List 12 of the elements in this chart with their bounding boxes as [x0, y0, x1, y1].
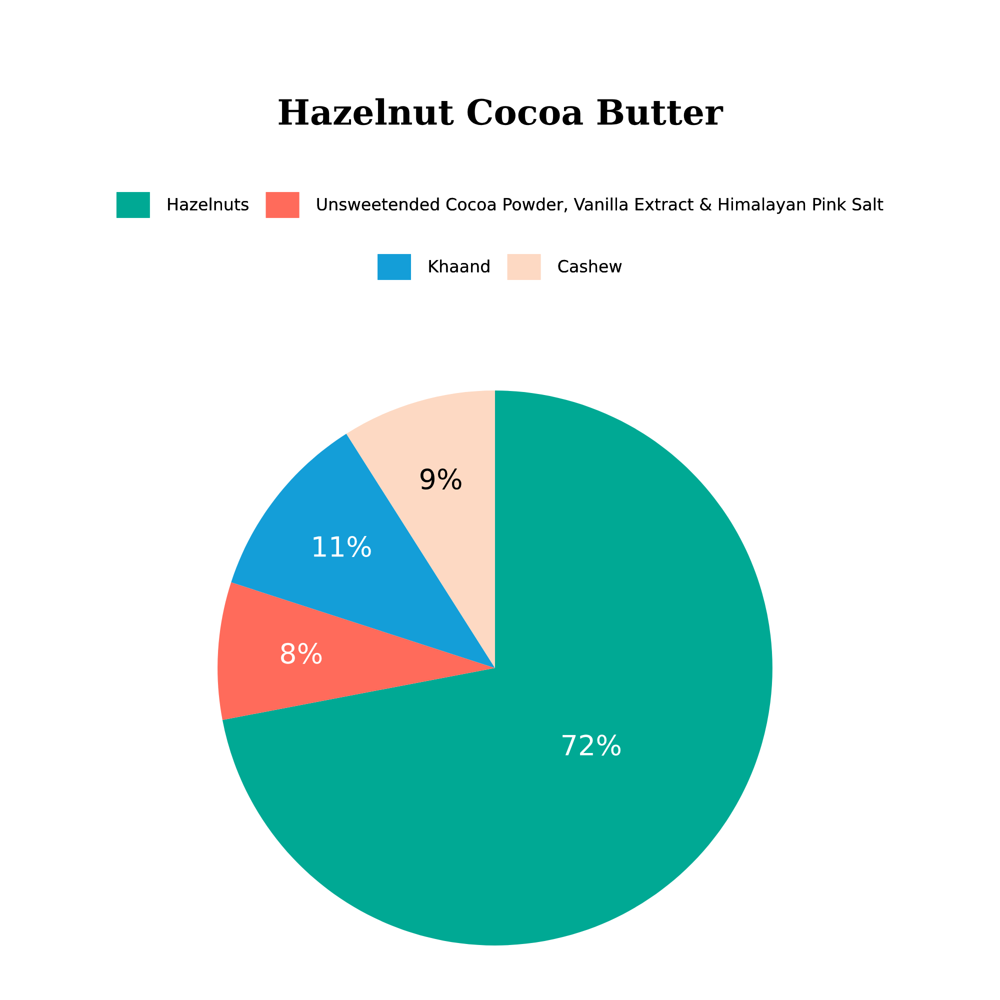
- pie-slice: [231, 434, 495, 668]
- legend-label: Unsweetended Cocoa Powder, Vanilla Extract & Himalayan Pink Salt: [317, 198, 884, 214]
- data-label: 9%: [420, 468, 462, 490]
- pie-slice: [222, 390, 772, 946]
- legend-label: Hazelnuts: [168, 198, 248, 211]
- chart-title: Hazelnut Cocoa Butter: [278, 98, 724, 126]
- data-label: 72%: [562, 734, 621, 756]
- pie-slice: [218, 582, 495, 720]
- legend-label: Khaand: [429, 260, 490, 273]
- data-label: 8%: [281, 642, 322, 664]
- data-label: 11%: [314, 536, 371, 558]
- legend-label: Cashew: [558, 260, 622, 273]
